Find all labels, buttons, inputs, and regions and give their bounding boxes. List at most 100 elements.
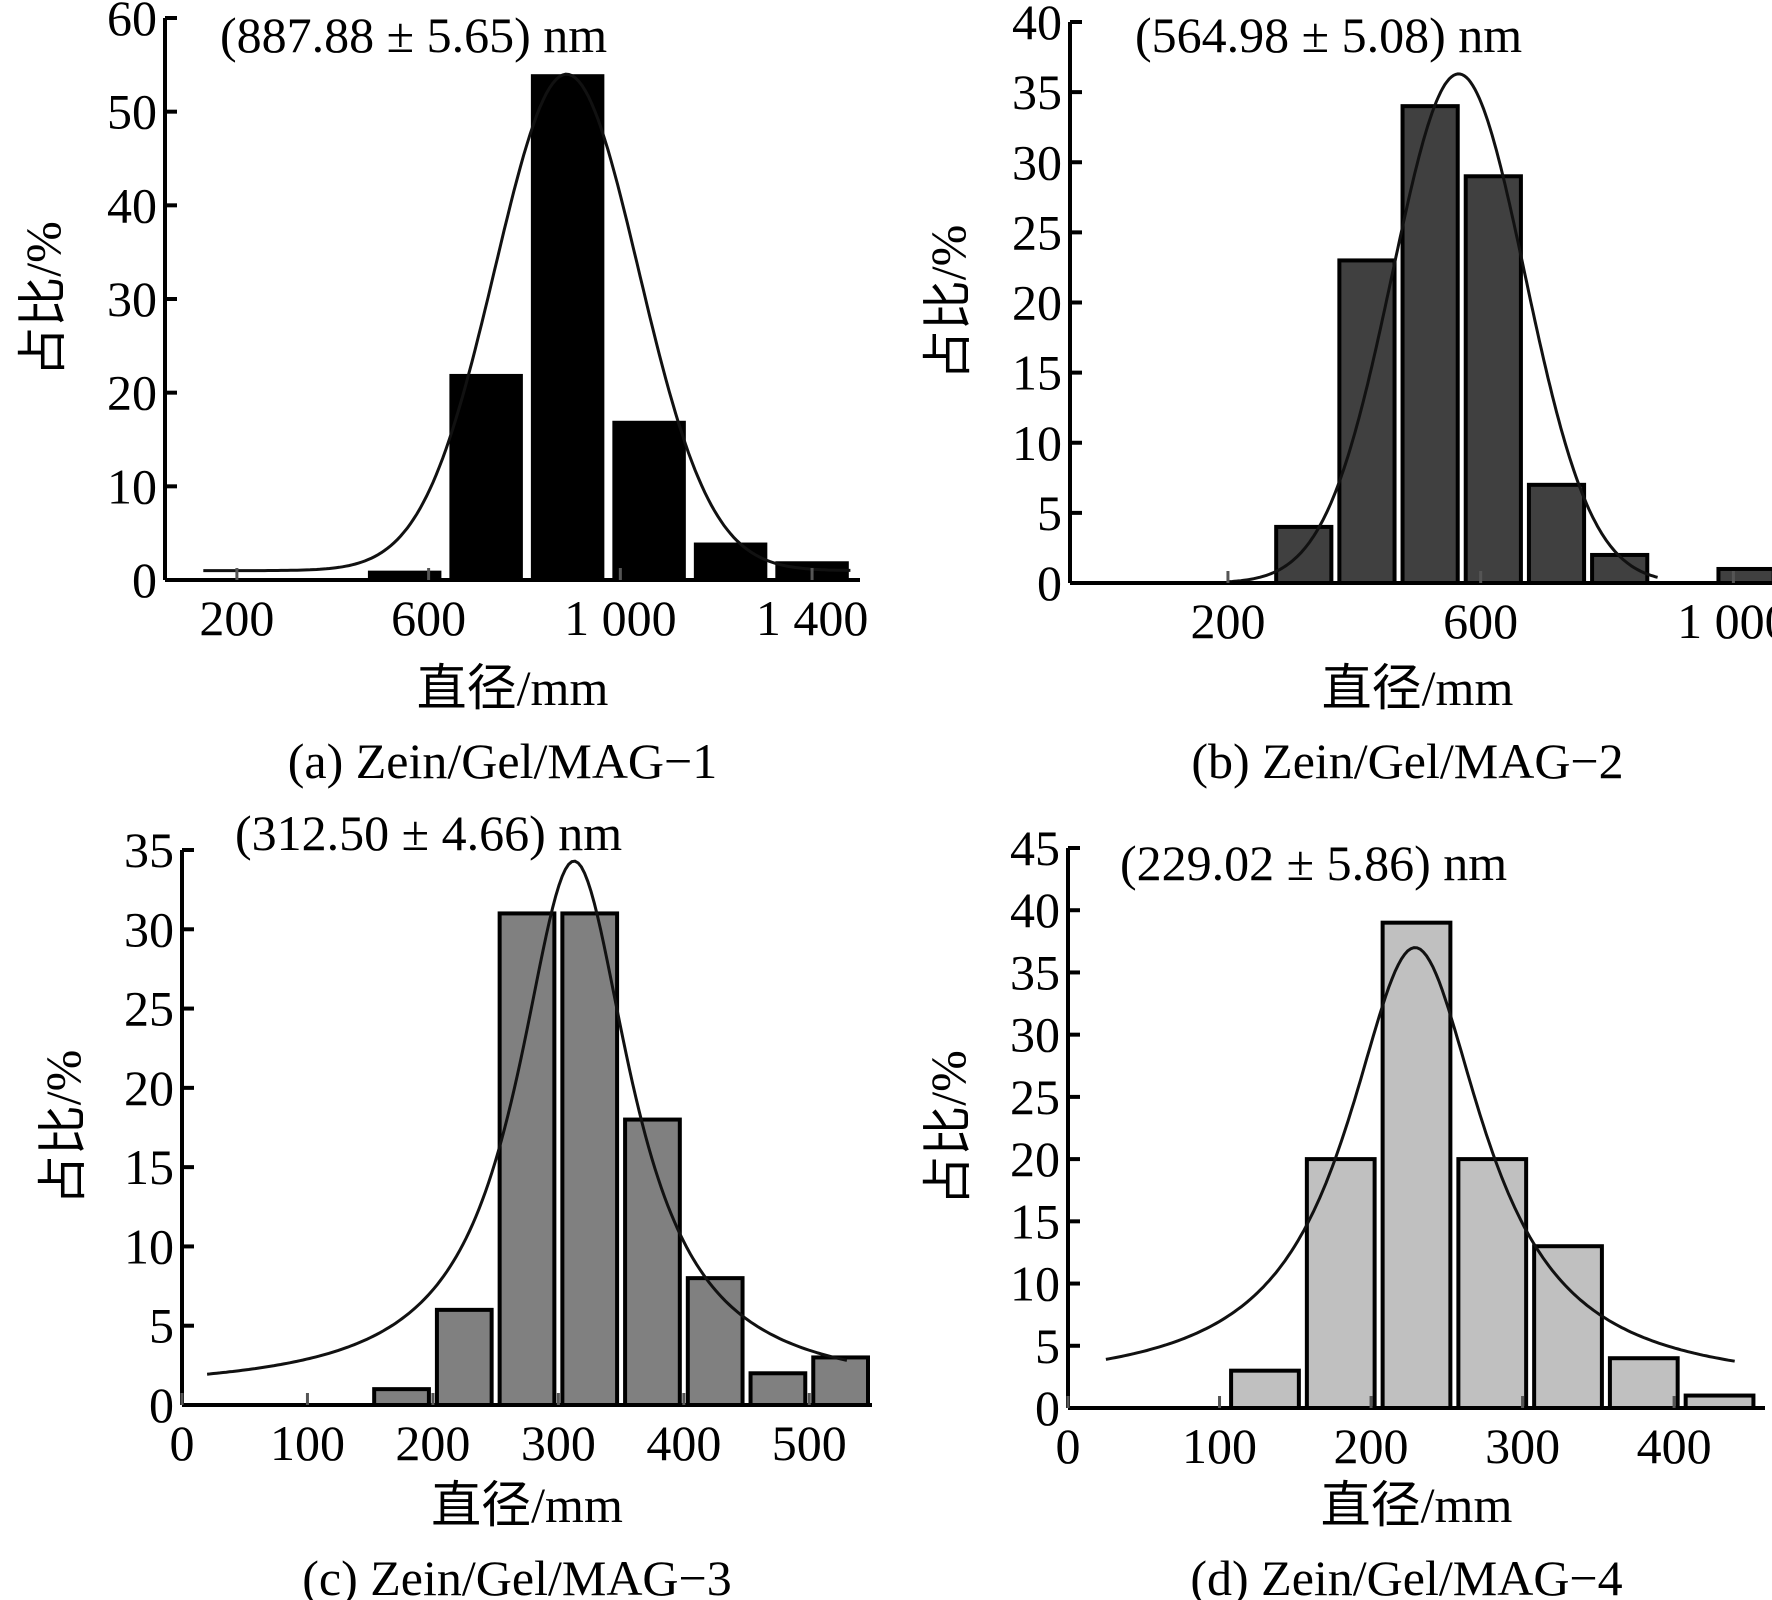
x-tick-label: 0 (1056, 1418, 1081, 1474)
bar (612, 420, 686, 580)
x-axis-label: 直径/mm (1322, 660, 1514, 716)
y-axis-label: 占比/% (920, 1050, 976, 1206)
mean-size-annotation: (229.02 ± 5.86) nm (1120, 835, 1507, 891)
bar (1380, 920, 1453, 1411)
y-tick-label: 30 (1010, 1007, 1060, 1063)
y-tick-label: 25 (1010, 1069, 1060, 1125)
y-tick-label: 15 (1010, 1193, 1060, 1249)
y-tick-label: 15 (124, 1139, 174, 1195)
fit-curve (206, 859, 848, 1376)
y-tick-label: 20 (1010, 1131, 1060, 1187)
y-tick-label: 40 (1012, 0, 1062, 50)
y-tick-label: 50 (107, 84, 157, 140)
y-tick-label: 5 (149, 1298, 174, 1354)
x-tick-label: 400 (646, 1415, 721, 1471)
y-tick-label: 10 (107, 458, 157, 514)
panel-caption: (b) Zein/Gel/MAG−2 (1191, 733, 1623, 789)
y-axis-label: 占比/% (15, 221, 71, 377)
x-tick-label: 1 000 (1677, 593, 1772, 649)
bar (1304, 1157, 1377, 1410)
mean-size-annotation: (564.98 ± 5.08) nm (1135, 7, 1522, 63)
y-tick-label: 35 (1012, 64, 1062, 120)
bar (1526, 482, 1587, 586)
y-tick-label: 0 (149, 1377, 174, 1433)
bar (560, 911, 620, 1408)
y-tick-label: 10 (1012, 415, 1062, 471)
bar (449, 373, 523, 580)
bar (372, 1387, 431, 1407)
x-tick-label: 1 400 (756, 590, 869, 646)
x-tick-label: 600 (391, 590, 466, 646)
y-axis-label: 占比/% (920, 225, 976, 381)
chart-panel-c: 0 5 10 15 20 25 30 35 0 100 200 300 400 500 (312.50 ± … (35, 805, 872, 1600)
mean-size-annotation: (312.50 ± 4.66) nm (235, 805, 622, 861)
x-tick-label: 400 (1637, 1418, 1712, 1474)
bar (497, 911, 557, 1408)
x-tick-label: 600 (1443, 593, 1518, 649)
y-tick-label: 25 (124, 981, 174, 1037)
y-tick-label: 0 (1037, 555, 1062, 611)
x-tick-label: 200 (1334, 1418, 1409, 1474)
y-axis-label: 占比/% (35, 1050, 91, 1206)
x-axis-label: 直径/mm (431, 1477, 623, 1533)
chart-panel-a: 0 10 20 30 40 50 60 200 600 1 000 1 400 (887.88 ± 5… (15, 0, 868, 789)
bar (748, 1371, 808, 1408)
y-tick-label: 35 (1010, 944, 1060, 1000)
bar (1400, 104, 1460, 586)
y-tick-label: 0 (1035, 1380, 1060, 1436)
x-tick-label: 500 (772, 1415, 847, 1471)
x-tick-label: 300 (1485, 1418, 1560, 1474)
y-tick-label: 0 (132, 552, 157, 608)
bar (1337, 258, 1397, 585)
bar (1463, 174, 1523, 585)
y-tick-label: 30 (107, 271, 157, 327)
y-tick-label: 5 (1035, 1318, 1060, 1374)
x-tick-label: 0 (170, 1415, 195, 1471)
bar (367, 570, 442, 580)
y-tick-label: 20 (1012, 275, 1062, 331)
y-tick-label: 60 (107, 0, 157, 46)
x-tick-label: 200 (1190, 593, 1265, 649)
fit-curve (1105, 946, 1735, 1363)
bar (434, 1307, 494, 1408)
y-tick-label: 15 (1012, 345, 1062, 401)
x-tick-label: 300 (521, 1415, 596, 1471)
x-axis-label: 直径/mm (1321, 1477, 1513, 1533)
y-tick-label: 45 (1010, 820, 1060, 876)
panel-caption: (d) Zein/Gel/MAG−4 (1190, 1550, 1622, 1600)
x-tick-label: 100 (270, 1415, 345, 1471)
chart-panel-d: 0 5 10 15 20 25 30 35 40 45 0 100 200 300 400 (229.02 ±… (920, 820, 1765, 1600)
panel-caption: (c) Zein/Gel/MAG−3 (302, 1550, 731, 1600)
bar (1456, 1157, 1529, 1410)
panel-caption: (a) Zein/Gel/MAG−1 (288, 733, 717, 789)
y-tick-label: 10 (1010, 1256, 1060, 1312)
x-tick-label: 200 (199, 590, 274, 646)
y-tick-label: 30 (1012, 134, 1062, 190)
chart-panel-b: 0 5 10 15 20 25 30 35 40 200 600 1 000 (564.98 ± 5.0… (920, 0, 1772, 789)
y-tick-label: 10 (124, 1218, 174, 1274)
x-tick-label: 100 (1182, 1418, 1257, 1474)
bar (1532, 1244, 1604, 1410)
x-tick-label: 200 (395, 1415, 470, 1471)
fit-curve (203, 72, 851, 573)
y-tick-label: 20 (124, 1060, 174, 1116)
y-tick-label: 5 (1037, 485, 1062, 541)
x-tick-label: 1 000 (564, 590, 677, 646)
bar (811, 1355, 870, 1408)
mean-size-annotation: (887.88 ± 5.65) nm (220, 7, 607, 63)
bar (685, 1276, 745, 1407)
bar (1607, 1356, 1680, 1410)
fit-curve (1227, 72, 1658, 584)
y-tick-label: 40 (107, 177, 157, 233)
bar (1229, 1368, 1301, 1410)
x-axis-label: 直径/mm (417, 660, 609, 716)
y-tick-label: 30 (124, 901, 174, 957)
y-tick-label: 40 (1010, 882, 1060, 938)
y-tick-label: 25 (1012, 204, 1062, 260)
bar (530, 74, 605, 580)
y-tick-label: 20 (107, 365, 157, 421)
bar (693, 542, 768, 580)
y-tick-label: 35 (124, 822, 174, 878)
bar (1716, 566, 1772, 585)
